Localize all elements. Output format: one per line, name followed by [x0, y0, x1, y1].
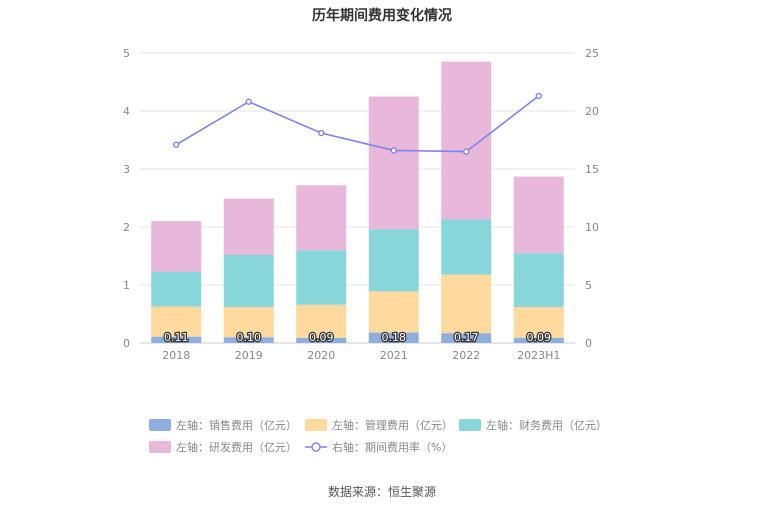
line-path — [175, 95, 540, 153]
right-tick-label: 0 — [585, 337, 592, 350]
right-tick-label: 20 — [585, 105, 599, 118]
bar-segment — [368, 291, 419, 333]
bar-segment — [223, 307, 274, 338]
bar-data-label: 0.11 — [164, 331, 189, 344]
bar-segment — [513, 337, 564, 343]
left-tick-label: 1 — [123, 279, 130, 292]
bar-segment — [441, 219, 492, 275]
bar-segment — [513, 176, 564, 254]
bar-segment — [223, 254, 274, 308]
bar-data-label: 0.17 — [454, 331, 479, 344]
bar-segment — [441, 333, 492, 343]
bar-segment — [368, 332, 419, 343]
x-tick-label: 2019 — [235, 349, 263, 362]
legend-swatch — [149, 441, 171, 453]
grid-lines — [140, 52, 575, 344]
bar-segment — [296, 304, 347, 338]
legend-label: 左轴：销售费用（亿元） — [176, 418, 297, 432]
x-tick-label: 2020 — [307, 349, 335, 362]
line-point — [173, 141, 180, 148]
bar-series — [151, 61, 564, 343]
legend-label: 左轴：研发费用（亿元） — [176, 440, 297, 454]
line-point — [245, 98, 252, 105]
bar-data-label: 0.18 — [382, 331, 407, 344]
bar-segment — [441, 274, 492, 334]
line-point — [390, 147, 397, 154]
bar-data-label: 0.10 — [237, 331, 262, 344]
bar-segment — [441, 61, 492, 220]
legend-swatch — [305, 419, 327, 431]
legend-label: 右轴：期间费用率（%） — [332, 440, 452, 454]
x-tick-label: 2022 — [452, 349, 480, 362]
legend-swatch — [149, 419, 171, 431]
legend-label: 左轴：财务费用（亿元） — [486, 418, 607, 432]
bar-data-label: 0.09 — [309, 331, 334, 344]
bar-data-label: 0.09 — [527, 331, 552, 344]
left-tick-label: 2 — [123, 221, 130, 234]
bar-segment — [296, 185, 347, 251]
left-tick-label: 5 — [123, 47, 130, 60]
line-point — [463, 148, 470, 155]
bar-segment — [368, 96, 419, 230]
legend-swatch — [459, 419, 481, 431]
legend-swatch-marker — [311, 442, 321, 452]
x-tick-label: 2023H1 — [517, 349, 560, 362]
left-tick-label: 3 — [123, 163, 130, 176]
right-tick-label: 5 — [585, 279, 592, 292]
bar-segment — [513, 307, 564, 338]
left-axis: 0 1 2 3 4 5 — [123, 47, 130, 350]
bar-segment — [296, 337, 347, 343]
legend: 左轴：销售费用（亿元） 左轴：管理费用（亿元） 左轴：财务费用（亿元） 左轴：研发费用… — [149, 418, 607, 454]
right-tick-label: 25 — [585, 47, 599, 60]
source-note: 数据来源：恒生聚源 — [328, 484, 436, 499]
bar-segment — [223, 337, 274, 343]
right-axis: 0 5 10 15 20 25 — [585, 47, 599, 350]
chart-title: 历年期间费用变化情况 — [312, 7, 452, 24]
bar-segment — [296, 250, 347, 305]
left-tick-label: 4 — [123, 105, 130, 118]
left-tick-label: 0 — [123, 337, 130, 350]
x-tick-label: 2021 — [380, 349, 408, 362]
legend-label: 左轴：管理费用（亿元） — [332, 418, 453, 432]
bar-segment — [223, 198, 274, 255]
x-tick-label: 2018 — [162, 349, 190, 362]
right-tick-label: 15 — [585, 163, 599, 176]
line-point — [318, 129, 325, 137]
right-tick-label: 10 — [585, 221, 599, 234]
bar-data-labels: 0.11 0.10 0.09 0.18 0.17 0.09 — [163, 330, 553, 346]
x-axis: 2018 2019 2020 2021 2022 2023H1 — [162, 349, 560, 362]
bar-segment — [368, 229, 419, 292]
bar-segment — [151, 221, 202, 272]
bar-segment — [513, 253, 564, 308]
bar-segment — [151, 336, 202, 343]
bar-segment — [151, 306, 202, 337]
bar-segment — [151, 271, 202, 307]
line-series — [173, 92, 542, 155]
line-point — [535, 92, 542, 100]
